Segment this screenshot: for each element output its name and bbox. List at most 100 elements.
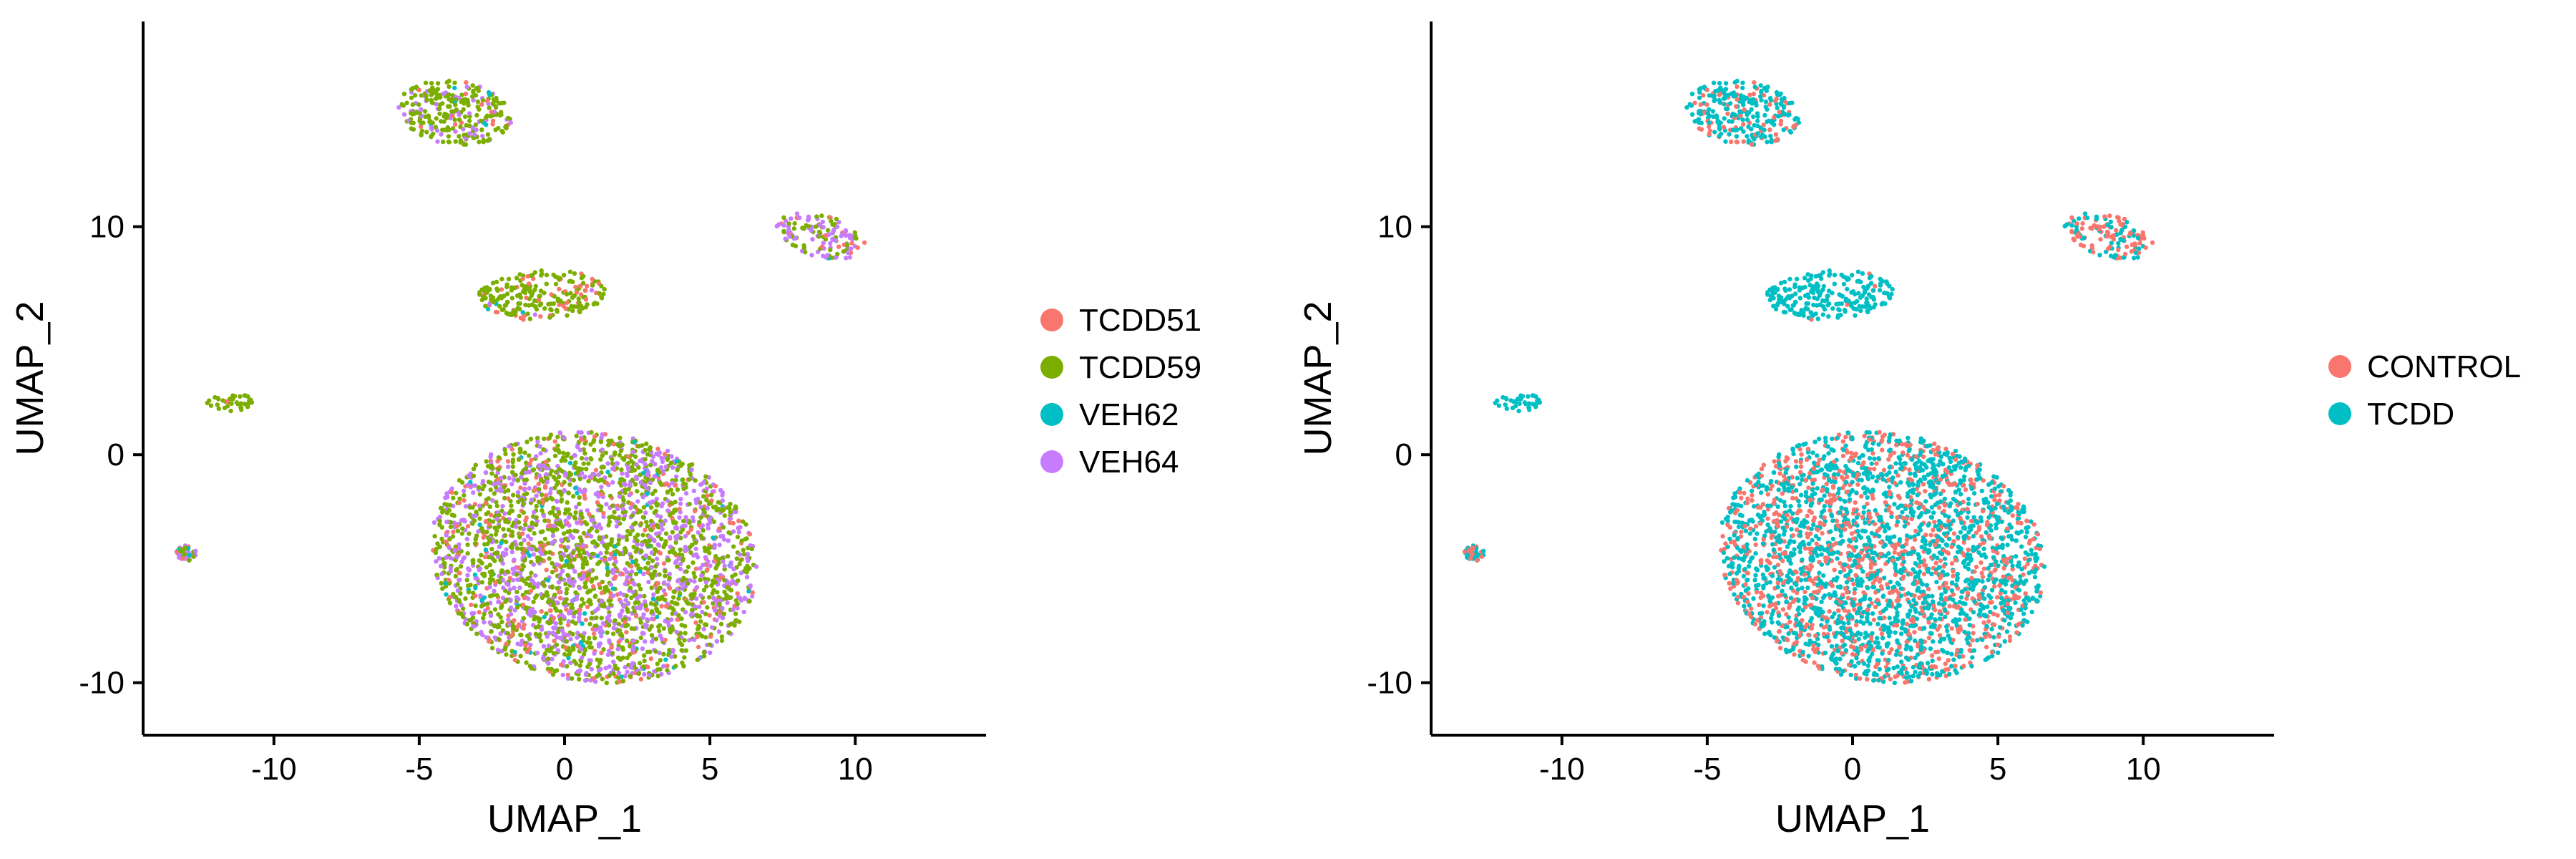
scatter-point-tcdd59 bbox=[587, 528, 592, 533]
scatter-point-veh64 bbox=[523, 470, 529, 475]
scatter-point-veh62 bbox=[632, 440, 637, 445]
scatter-point-control bbox=[1808, 563, 1813, 568]
scatter-point-tcdd59 bbox=[682, 638, 687, 643]
scatter-point-tcdd59 bbox=[741, 548, 746, 553]
scatter-point-tcdd59 bbox=[721, 525, 726, 530]
scatter-point-tcdd59 bbox=[530, 520, 535, 525]
scatter-point-tcdd59 bbox=[477, 492, 482, 497]
scatter-point-control bbox=[1775, 581, 1780, 586]
scatter-point-tcdd59 bbox=[703, 474, 708, 479]
scatter-point-tcdd59 bbox=[825, 228, 831, 233]
scatter-point-veh64 bbox=[653, 531, 659, 536]
scatter-point-veh64 bbox=[588, 534, 594, 539]
scatter-point-tcdd59 bbox=[499, 276, 504, 282]
scatter-point-tcdd59 bbox=[632, 593, 638, 598]
scatter-point-veh64 bbox=[526, 545, 532, 551]
scatter-point-veh64 bbox=[659, 636, 665, 641]
scatter-point-tcdd51 bbox=[462, 498, 467, 503]
scatter-point-veh64 bbox=[817, 222, 823, 228]
scatter-point-tcdd59 bbox=[588, 456, 593, 461]
scatter-point-tcdd51 bbox=[602, 558, 608, 563]
scatter-point-tcdd bbox=[1795, 475, 1800, 481]
scatter-point-veh64 bbox=[635, 596, 640, 601]
scatter-point-veh64 bbox=[652, 474, 658, 479]
scatter-point-veh64 bbox=[675, 533, 680, 538]
scatter-point-tcdd51 bbox=[705, 567, 710, 572]
scatter-point-tcdd59 bbox=[521, 502, 526, 507]
scatter-point-tcdd59 bbox=[433, 550, 439, 555]
scatter-point-veh64 bbox=[501, 585, 506, 591]
scatter-point-tcdd bbox=[1913, 655, 1918, 661]
scatter-point-veh64 bbox=[539, 462, 544, 468]
scatter-point-control bbox=[1753, 542, 1758, 548]
scatter-point-tcdd59 bbox=[549, 307, 554, 313]
scatter-point-tcdd59 bbox=[803, 250, 808, 255]
x-tick-label: 0 bbox=[556, 752, 573, 787]
scatter-point-tcdd bbox=[1893, 606, 1899, 611]
scatter-point-veh64 bbox=[688, 578, 693, 583]
scatter-point-tcdd59 bbox=[433, 125, 439, 130]
scatter-point-tcdd bbox=[2019, 544, 2024, 549]
scatter-point-control bbox=[1727, 581, 1732, 586]
scatter-point-tcdd59 bbox=[477, 291, 482, 296]
scatter-point-veh64 bbox=[463, 504, 469, 509]
scatter-point-veh64 bbox=[718, 598, 723, 603]
scatter-point-tcdd51 bbox=[709, 498, 714, 503]
scatter-point-control bbox=[1772, 498, 1777, 503]
scatter-point-tcdd59 bbox=[608, 473, 613, 478]
scatter-point-tcdd51 bbox=[512, 658, 517, 663]
scatter-point-tcdd51 bbox=[472, 502, 478, 507]
scatter-point-tcdd59 bbox=[625, 623, 630, 628]
scatter-point-tcdd59 bbox=[520, 563, 525, 568]
scatter-point-tcdd59 bbox=[494, 593, 499, 598]
scatter-point-tcdd59 bbox=[594, 615, 599, 621]
scatter-point-tcdd59 bbox=[606, 598, 611, 603]
scatter-point-veh64 bbox=[721, 559, 726, 564]
scatter-point-tcdd59 bbox=[502, 489, 507, 494]
scatter-point-veh64 bbox=[512, 557, 517, 563]
scatter-point-tcdd59 bbox=[581, 530, 587, 536]
scatter-point-tcdd bbox=[1988, 523, 1994, 528]
scatter-point-tcdd59 bbox=[506, 276, 512, 281]
scatter-point-tcdd59 bbox=[516, 499, 521, 505]
scatter-point-tcdd59 bbox=[648, 527, 653, 532]
scatter-point-tcdd59 bbox=[688, 593, 693, 598]
scatter-point-tcdd bbox=[1998, 489, 2004, 494]
scatter-point-tcdd51 bbox=[483, 519, 489, 524]
scatter-point-tcdd59 bbox=[624, 638, 630, 644]
scatter-point-veh64 bbox=[570, 598, 575, 603]
scatter-point-tcdd59 bbox=[502, 495, 507, 501]
scatter-point-tcdd59 bbox=[208, 403, 214, 408]
scatter-point-tcdd59 bbox=[534, 522, 539, 528]
scatter-point-tcdd51 bbox=[583, 297, 588, 302]
scatter-point-tcdd59 bbox=[728, 510, 733, 515]
scatter-point-tcdd59 bbox=[521, 616, 526, 621]
scatter-point-tcdd59 bbox=[659, 536, 664, 542]
scatter-point-tcdd59 bbox=[605, 572, 610, 578]
scatter-point-tcdd51 bbox=[521, 626, 526, 631]
scatter-point-veh64 bbox=[602, 475, 608, 480]
scatter-point-veh64 bbox=[482, 620, 487, 625]
scatter-point-tcdd bbox=[1897, 537, 1903, 542]
scatter-point-tcdd59 bbox=[480, 98, 486, 103]
scatter-point-tcdd59 bbox=[636, 583, 641, 588]
scatter-point-tcdd51 bbox=[585, 604, 590, 609]
scatter-point-tcdd59 bbox=[445, 93, 451, 98]
scatter-point-veh62 bbox=[655, 614, 660, 620]
scatter-point-tcdd59 bbox=[550, 497, 555, 502]
scatter-point-veh64 bbox=[658, 514, 663, 520]
scatter-point-tcdd bbox=[1906, 435, 1911, 440]
scatter-point-tcdd59 bbox=[722, 567, 727, 572]
scatter-point-tcdd59 bbox=[609, 537, 615, 542]
scatter-point-tcdd bbox=[2015, 516, 2020, 522]
scatter-point-tcdd59 bbox=[596, 672, 602, 677]
scatter-point-veh64 bbox=[515, 577, 520, 582]
scatter-point-tcdd59 bbox=[484, 511, 489, 517]
scatter-point-tcdd51 bbox=[536, 481, 541, 487]
scatter-point-veh64 bbox=[605, 652, 611, 657]
scatter-point-tcdd59 bbox=[452, 117, 457, 122]
scatter-point-veh64 bbox=[786, 228, 791, 233]
scatter-point-tcdd51 bbox=[522, 622, 527, 628]
scatter-point-tcdd bbox=[1902, 461, 1907, 466]
scatter-point-tcdd59 bbox=[523, 522, 528, 528]
